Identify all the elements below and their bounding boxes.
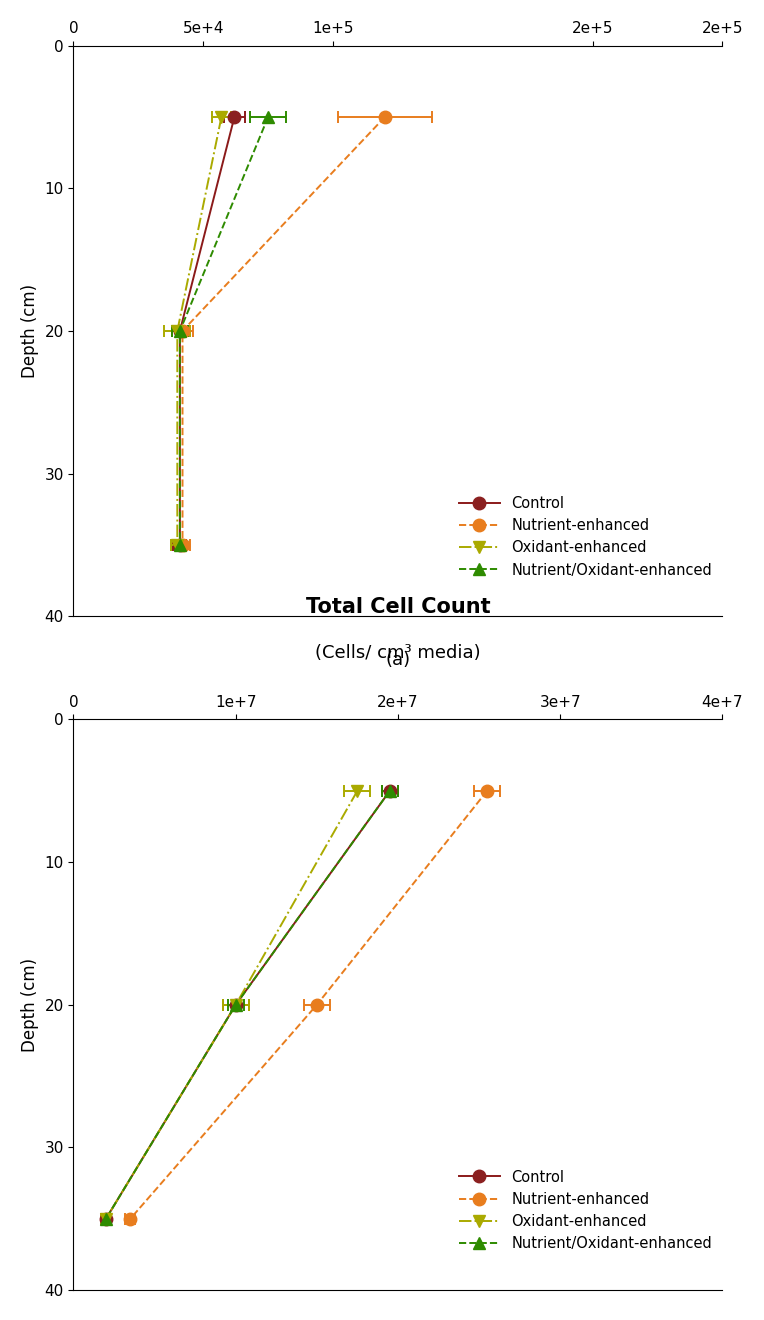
Y-axis label: Depth (cm): Depth (cm) [21,958,39,1052]
Text: (Cells/ cm³ media): (Cells/ cm³ media) [315,644,481,663]
Text: Total Cell Count: Total Cell Count [306,597,490,616]
Legend: Control, Nutrient-enhanced, Oxidant-enhanced, Nutrient/Oxidant-enhanced: Control, Nutrient-enhanced, Oxidant-enha… [453,490,718,583]
Legend: Control, Nutrient-enhanced, Oxidant-enhanced, Nutrient/Oxidant-enhanced: Control, Nutrient-enhanced, Oxidant-enha… [453,1164,718,1257]
Text: (a): (a) [385,651,410,668]
Y-axis label: Depth (cm): Depth (cm) [21,284,39,378]
